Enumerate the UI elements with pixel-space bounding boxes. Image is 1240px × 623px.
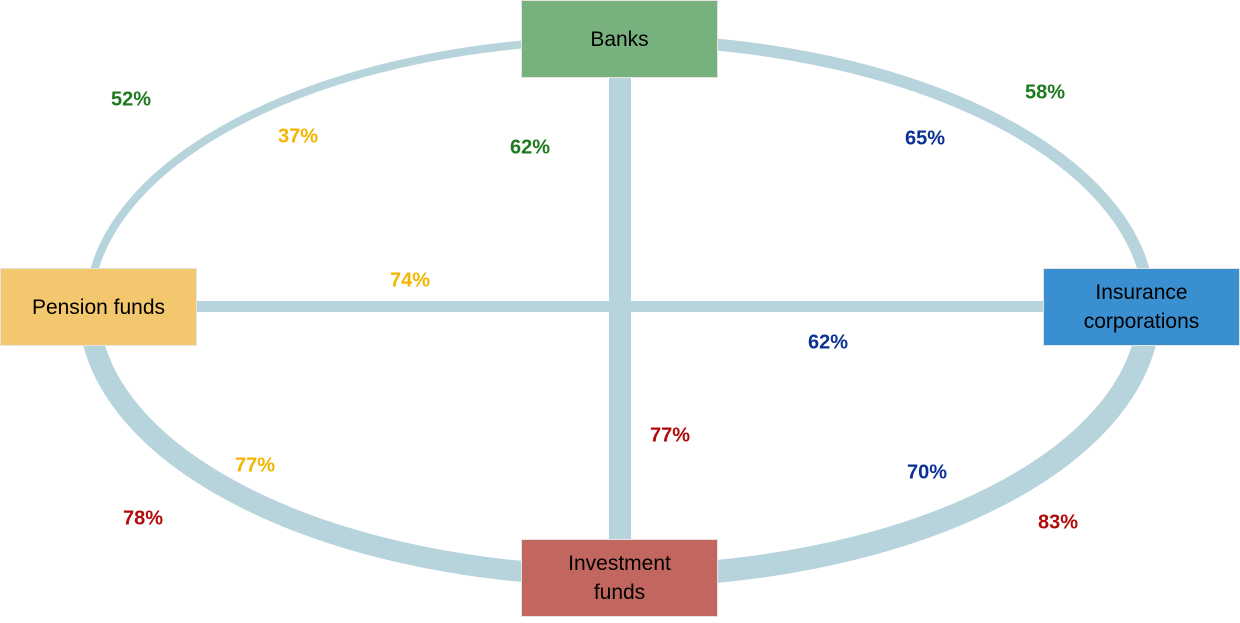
pct-label: 83% xyxy=(1037,511,1079,534)
pct-label: 37% xyxy=(277,125,319,148)
pct-label: 74% xyxy=(389,269,431,292)
link-insurance-investment xyxy=(618,307,1161,588)
node-investment-label-2: funds xyxy=(593,581,646,604)
link-banks-insurance xyxy=(618,34,1155,309)
node-insurance-label-1: Insurance xyxy=(1095,281,1188,304)
link-investment-pension xyxy=(78,307,620,587)
node-pension-funds: Pension funds xyxy=(0,268,197,346)
node-investment-label-1: Investment xyxy=(568,552,671,575)
node-banks-label: Banks xyxy=(590,27,649,51)
link-pension-banks xyxy=(85,36,620,309)
pct-label: 78% xyxy=(122,507,164,530)
pct-label: 52% xyxy=(110,88,152,111)
pct-label: 70% xyxy=(906,461,948,484)
pct-label: 62% xyxy=(807,331,849,354)
node-pension-label: Pension funds xyxy=(31,295,166,319)
pct-label: 77% xyxy=(649,424,691,447)
node-banks: Banks xyxy=(521,0,718,78)
node-insurance-corporations: Insurance corporations xyxy=(1043,268,1240,346)
pct-label: 77% xyxy=(234,454,276,477)
pct-label: 58% xyxy=(1024,81,1066,104)
link-banks-investment xyxy=(609,78,631,540)
pct-label: 65% xyxy=(904,127,946,150)
pct-label: 62% xyxy=(509,136,551,159)
node-investment-funds: Investment funds xyxy=(521,539,718,617)
node-insurance-label-2: corporations xyxy=(1083,310,1200,333)
